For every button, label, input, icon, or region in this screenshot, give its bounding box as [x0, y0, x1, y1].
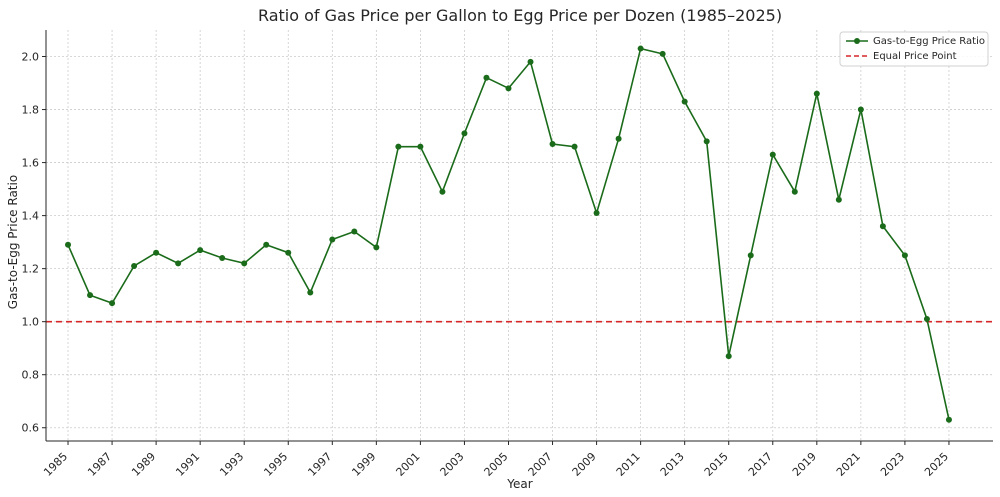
- data-point: [681, 98, 688, 105]
- data-point: [417, 143, 424, 150]
- legend-label-ratio: Gas-to-Egg Price Ratio: [873, 36, 985, 47]
- legend-box: [839, 31, 989, 67]
- x-axis-label: Year: [506, 477, 532, 491]
- x-tick-label: 2005: [482, 450, 511, 479]
- data-point: [879, 223, 886, 230]
- legend-marker-swatch: [854, 38, 860, 44]
- data-point: [285, 249, 292, 256]
- x-tick-label: 2009: [570, 450, 599, 479]
- data-point: [87, 292, 94, 299]
- data-point: [175, 260, 182, 267]
- data-point: [791, 188, 798, 195]
- data-point: [329, 236, 336, 243]
- y-tick-label: 1.2: [22, 263, 40, 276]
- x-tick-label: 1999: [349, 450, 378, 479]
- ratio-series: [65, 45, 952, 423]
- data-point: [923, 316, 930, 323]
- legend: Gas-to-Egg Price Ratio Equal Price Point: [839, 31, 989, 67]
- x-tick-label: 2001: [394, 450, 423, 479]
- x-tick-label: 1993: [217, 450, 246, 479]
- data-point: [307, 289, 314, 296]
- x-tick-label: 2019: [790, 450, 819, 479]
- x-tick-label: 1987: [85, 450, 114, 479]
- data-point: [769, 151, 776, 158]
- data-point: [395, 143, 402, 150]
- x-tick-label: 2021: [834, 450, 863, 479]
- axes: [42, 30, 993, 445]
- x-tick-label: 2025: [922, 450, 951, 479]
- x-tick-label: 1997: [305, 450, 334, 479]
- x-tick-label: 2011: [614, 450, 643, 479]
- x-tick-label: 1991: [173, 450, 202, 479]
- y-tick-label: 2.0: [22, 51, 40, 64]
- data-point: [109, 300, 116, 307]
- data-point: [373, 244, 380, 251]
- data-point: [835, 196, 842, 203]
- data-point: [945, 416, 952, 423]
- data-point: [725, 353, 732, 360]
- y-axis-label: Gas-to-Egg Price Ratio: [6, 175, 20, 309]
- data-point: [857, 106, 864, 113]
- data-point: [197, 247, 204, 254]
- data-point: [747, 252, 754, 259]
- x-tick-label: 2023: [878, 450, 907, 479]
- data-point: [65, 241, 72, 248]
- data-point: [593, 209, 600, 216]
- data-point: [505, 85, 512, 92]
- data-point: [549, 141, 556, 148]
- legend-label-equal: Equal Price Point: [873, 51, 957, 62]
- data-point: [901, 252, 908, 259]
- x-tick-label: 2017: [746, 450, 775, 479]
- data-point: [615, 135, 622, 142]
- chart-title: Ratio of Gas Price per Gallon to Egg Pri…: [258, 6, 782, 25]
- y-tick-label: 1.0: [22, 316, 40, 329]
- y-tick-label: 1.6: [22, 157, 40, 170]
- data-point: [813, 90, 820, 97]
- data-point: [461, 130, 468, 137]
- x-tick-label: 2007: [526, 450, 555, 479]
- data-point: [571, 143, 578, 150]
- x-tick-label: 1989: [129, 450, 158, 479]
- data-point: [659, 50, 666, 57]
- y-tick-labels: 0.6 0.8 1.0 1.2 1.4 1.6 1.8 2.0: [22, 51, 40, 435]
- x-tick-labels: 1985 1987 1989 1991 1993 1995 1997 1999 2001 2003…: [41, 450, 951, 479]
- data-point: [131, 262, 138, 269]
- data-point: [219, 255, 226, 262]
- data-point: [263, 241, 270, 248]
- data-point: [439, 188, 446, 195]
- y-tick-label: 1.4: [22, 210, 40, 223]
- x-tick-label: 2013: [658, 450, 687, 479]
- grid-lines: [46, 30, 993, 441]
- data-point: [703, 138, 710, 145]
- x-tick-label: 2003: [438, 450, 467, 479]
- y-tick-label: 0.8: [22, 369, 40, 382]
- x-tick-label: 1995: [261, 450, 290, 479]
- data-point: [351, 228, 358, 235]
- x-tick-label: 2015: [702, 450, 731, 479]
- data-point: [483, 74, 490, 81]
- x-tick-label: 1985: [41, 450, 70, 479]
- data-point: [241, 260, 248, 267]
- y-tick-label: 1.8: [22, 104, 40, 117]
- data-point: [637, 45, 644, 52]
- data-point: [527, 58, 534, 65]
- data-point: [153, 249, 160, 256]
- y-tick-label: 0.6: [22, 422, 40, 435]
